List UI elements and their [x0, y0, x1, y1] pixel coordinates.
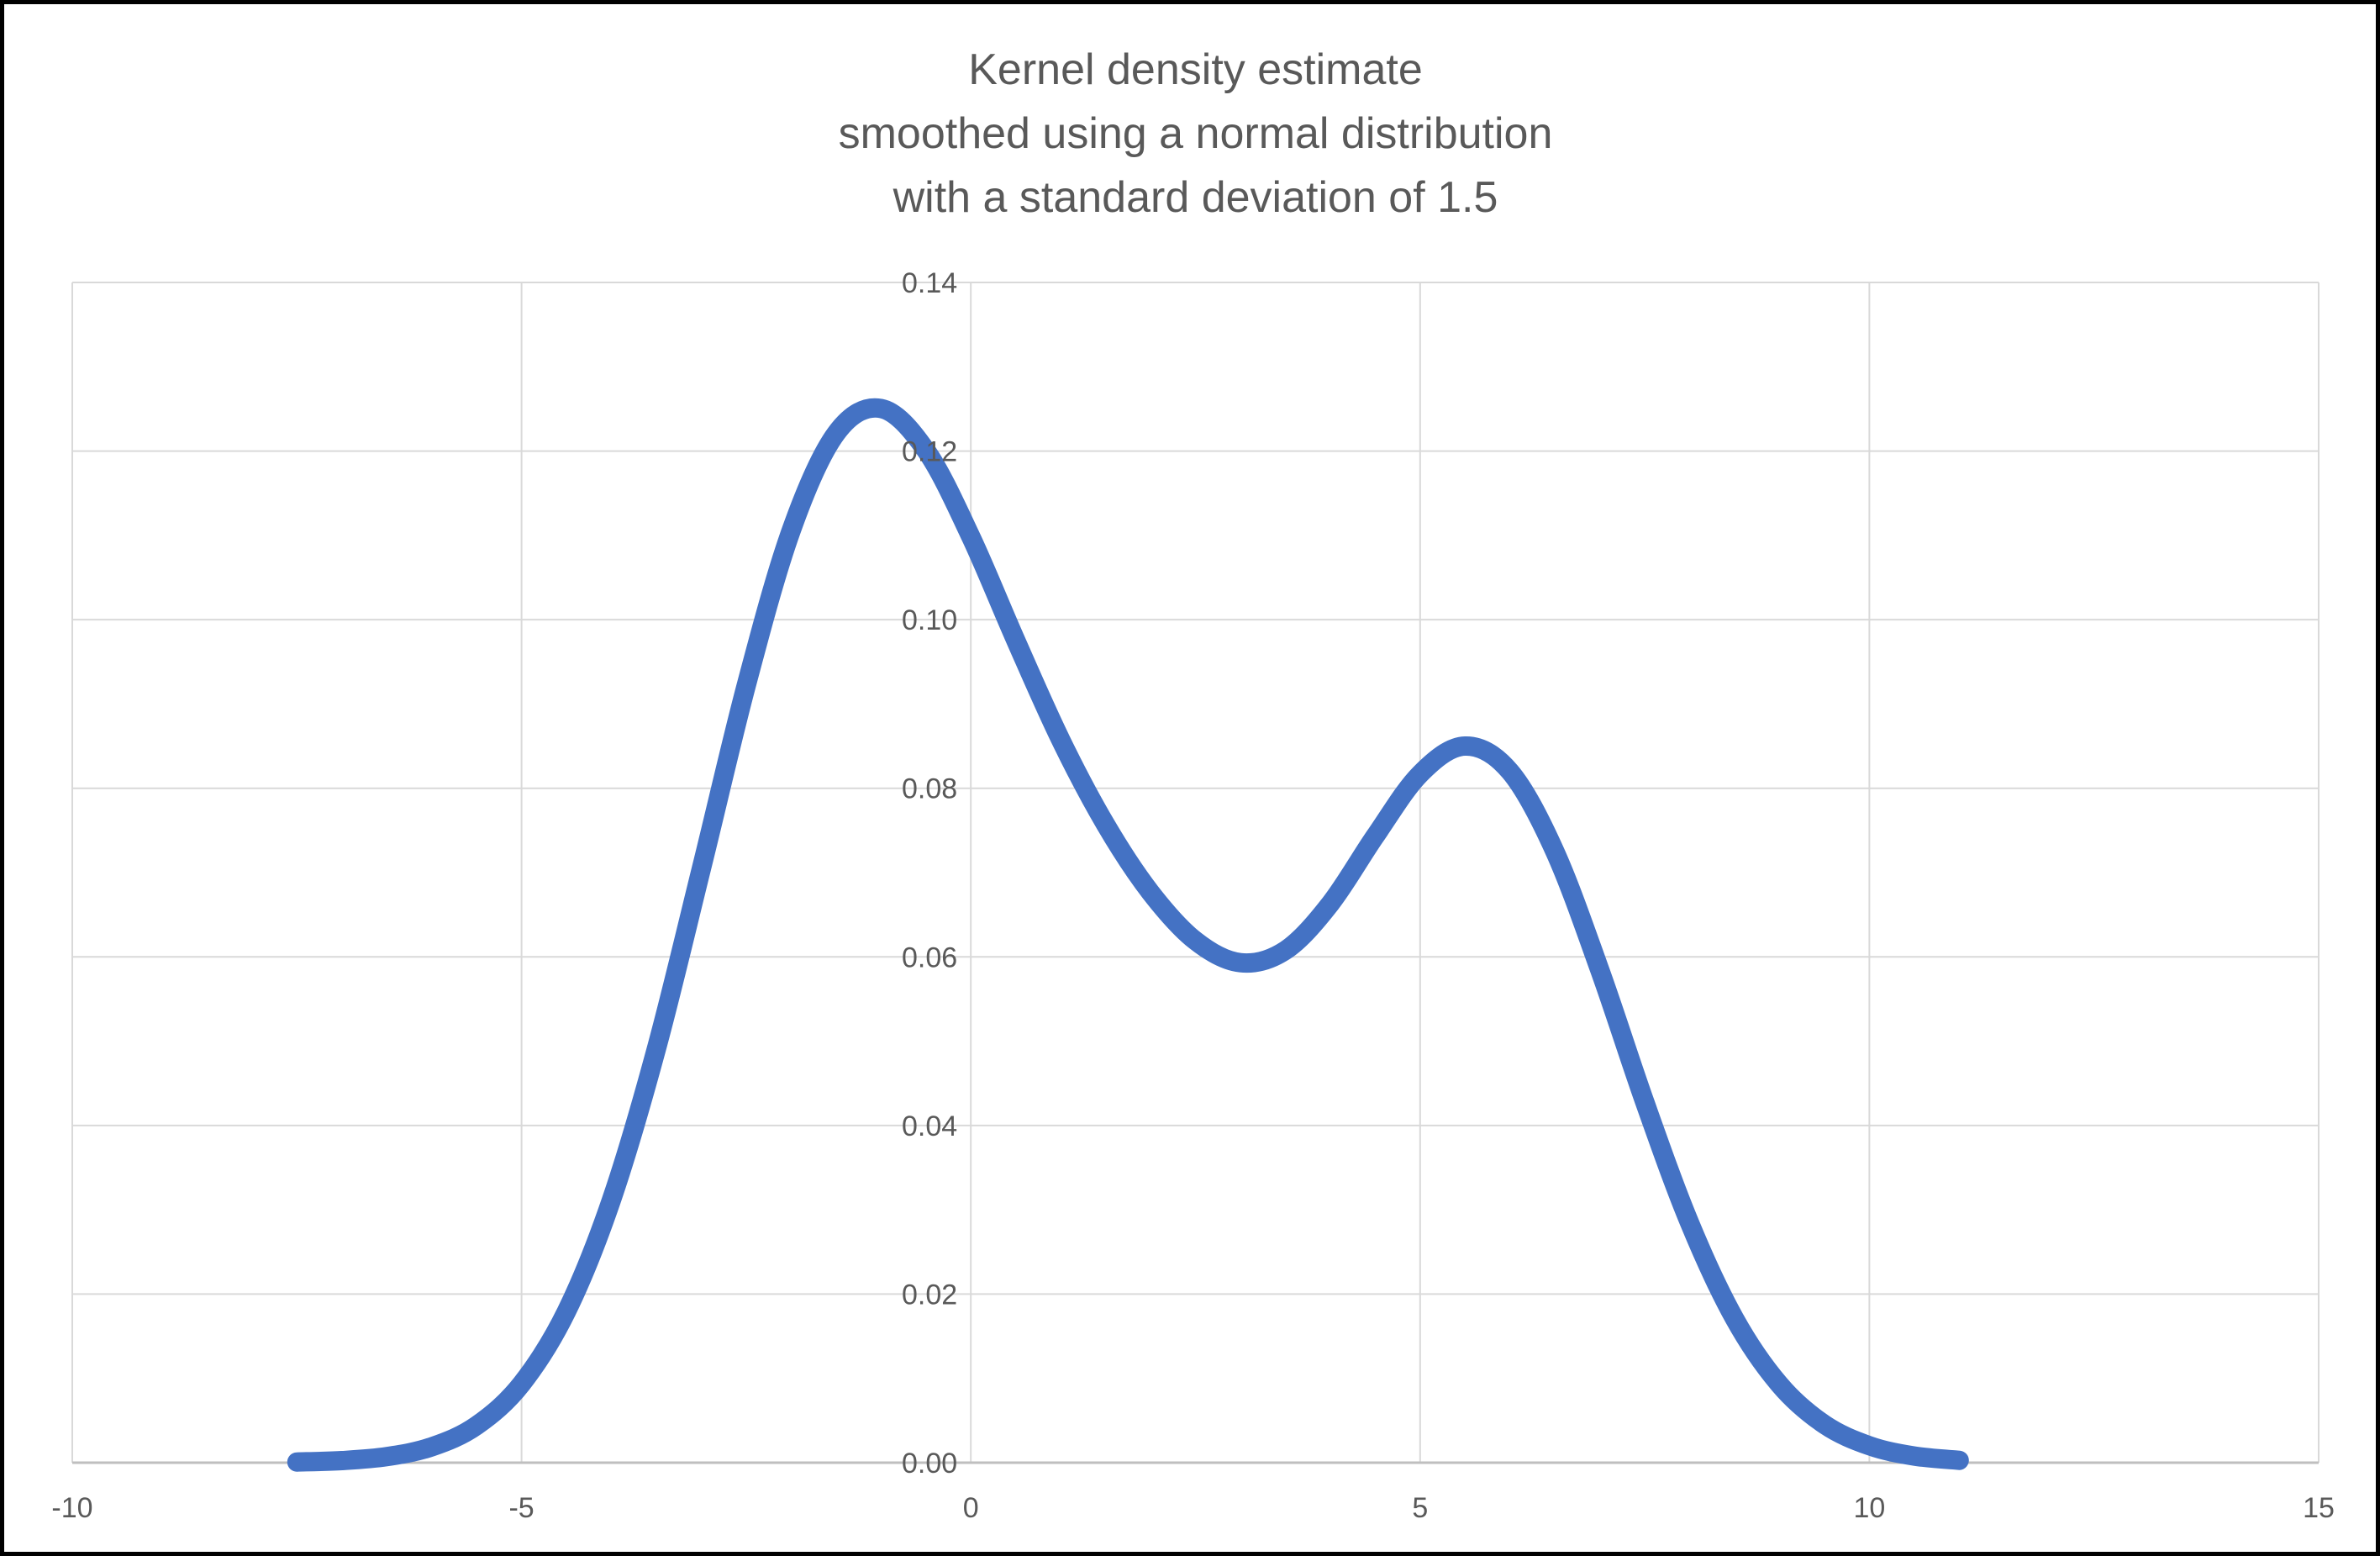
x-tick-label: 10	[1853, 1492, 1885, 1524]
y-tick-label: 0.14	[902, 267, 957, 299]
y-axis-tick-labels: 0.00 0.02 0.04 0.06 0.08 0.10 0.12 0.14	[902, 267, 957, 1480]
kde-curve	[287, 398, 1969, 1472]
y-tick-label: 0.02	[902, 1279, 957, 1311]
y-tick-label: 0.12	[902, 436, 957, 468]
chart-title-line-1: Kernel density estimate	[968, 45, 1423, 94]
chart-title: Kernel density estimate smoothed using a…	[72, 38, 2319, 229]
x-tick-label: 5	[1412, 1492, 1428, 1524]
chart-title-line-3: with a standard deviation of 1.5	[893, 173, 1498, 222]
y-tick-label: 0.08	[902, 773, 957, 805]
chart-title-line-2: smoothed using a normal distribution	[838, 109, 1553, 158]
y-tick-label: 0.06	[902, 942, 957, 973]
kde-curve-path	[287, 398, 1969, 1472]
x-axis-tick-labels: -10 -5 0 5 10 15	[51, 1492, 2334, 1524]
gridlines	[71, 282, 2319, 1463]
y-tick-label: 0.00	[902, 1448, 957, 1480]
x-tick-label: -10	[51, 1492, 92, 1524]
kde-line-chart: 0.00 0.02 0.04 0.06 0.08 0.10 0.12 0.14 -10 -5 0 5…	[51, 267, 2334, 1524]
y-tick-label: 0.10	[902, 604, 957, 636]
x-tick-label: 0	[963, 1492, 979, 1524]
x-tick-label: -5	[508, 1492, 534, 1524]
y-tick-label: 0.04	[902, 1110, 957, 1142]
x-tick-label: 15	[2303, 1492, 2335, 1524]
